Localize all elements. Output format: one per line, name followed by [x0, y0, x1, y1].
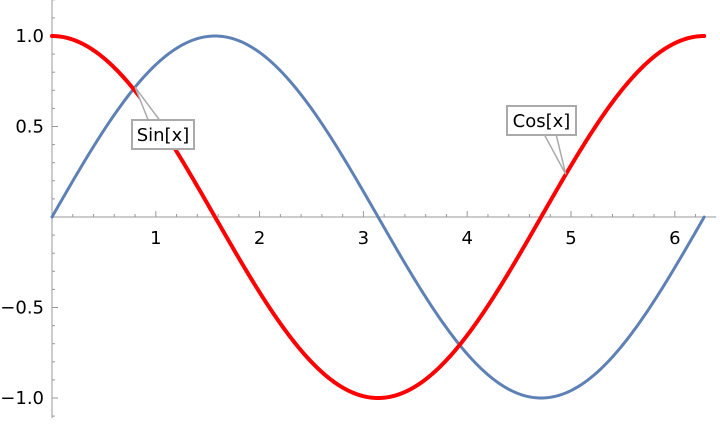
callout-sin: Sin[x]	[131, 86, 195, 150]
callout-pointer	[134, 86, 163, 123]
y-tick-label: 1.0	[15, 26, 44, 47]
x-tick-label: 2	[254, 228, 265, 249]
x-tick-label: 6	[669, 228, 680, 249]
series-callouts: Sin[x] Cos[x]	[131, 86, 577, 175]
series-label: Cos[x]	[513, 111, 571, 132]
y-tick-label: −0.5	[0, 298, 44, 319]
callout-box	[506, 105, 577, 136]
x-tick-label: 4	[461, 228, 472, 249]
x-tick-label: 1	[150, 228, 161, 249]
series-label: Sin[x]	[137, 125, 190, 146]
callout-box	[131, 119, 195, 150]
y-tick-label: 0.5	[15, 117, 44, 138]
callout-pointer	[542, 133, 567, 175]
series-line-sin	[50, 34, 706, 400]
y-tick-label: −1.0	[0, 388, 44, 409]
x-tick-label: 3	[358, 228, 369, 249]
callout-cos: Cos[x]	[506, 105, 577, 175]
x-tick-label: 5	[565, 228, 576, 249]
